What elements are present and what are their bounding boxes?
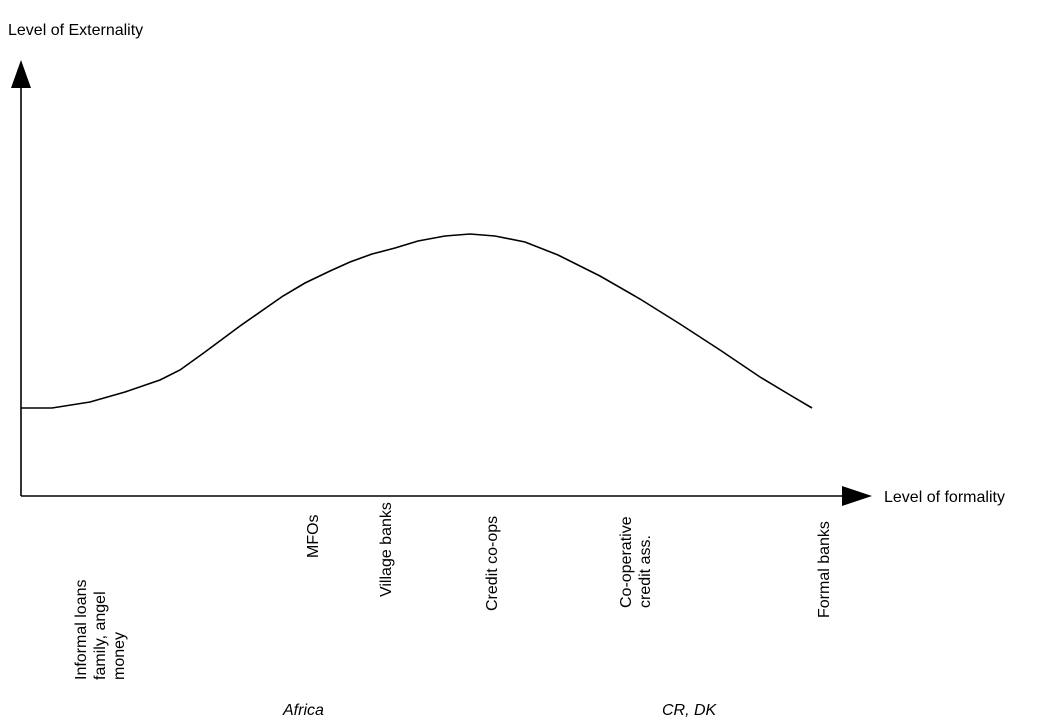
category-label-line: Informal loans xyxy=(73,580,90,681)
region-label-africa: Africa xyxy=(282,702,324,719)
y-axis-title: Level of Externality xyxy=(8,22,143,39)
x-axis-title: Level of formality xyxy=(884,489,1005,506)
externality-curve xyxy=(21,233,813,409)
category-label-line: credit ass. xyxy=(637,535,654,608)
category-labels: Informal loans family, angel money MFOs … xyxy=(73,502,833,680)
category-label-line: Village banks xyxy=(378,502,395,597)
category-label-line: Co-operative xyxy=(618,516,635,608)
category-label-line: family, angel xyxy=(92,591,109,680)
category-label-village-banks: Village banks xyxy=(378,502,395,597)
x-axis-arrowhead xyxy=(842,486,872,506)
category-label-informal-loans: Informal loans family, angel money xyxy=(73,575,128,680)
category-label-credit-co-ops: Credit co-ops xyxy=(484,516,501,611)
y-axis-arrowhead xyxy=(11,60,31,88)
region-label-cr-dk: CR, DK xyxy=(662,702,718,719)
category-label-line: MFOs xyxy=(305,514,322,558)
category-label-line: Credit co-ops xyxy=(484,516,501,611)
category-label-line: money xyxy=(111,632,128,680)
category-label-mfos: MFOs xyxy=(305,514,322,558)
category-label-formal-banks: Formal banks xyxy=(816,521,833,618)
category-label-line: Formal banks xyxy=(816,521,833,618)
category-label-co-operative-credit: Co-operative credit ass. xyxy=(618,512,654,608)
